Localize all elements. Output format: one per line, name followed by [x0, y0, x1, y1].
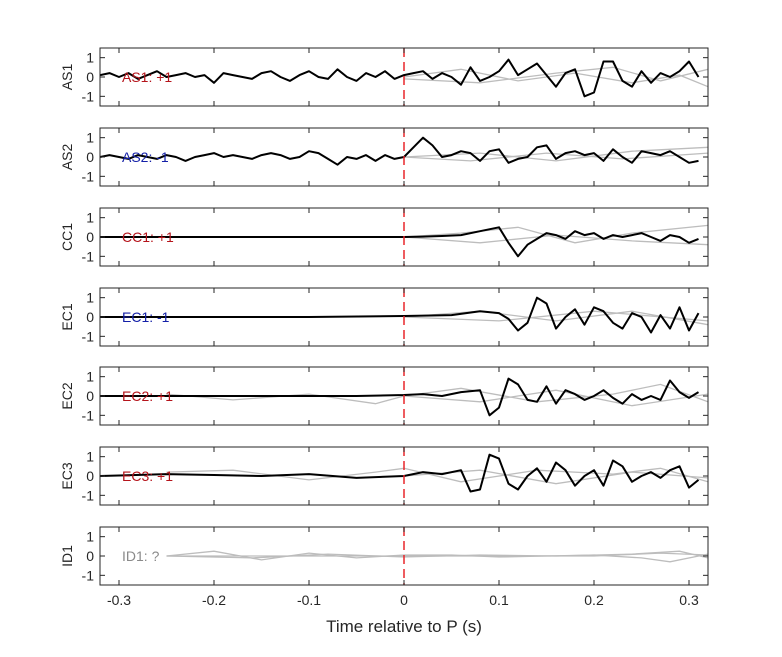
y-tick-label: 0	[86, 468, 94, 484]
y-axis-label: CC1	[59, 223, 75, 251]
y-tick-label: 1	[86, 369, 94, 385]
x-tick-label: 0.3	[679, 592, 699, 608]
x-axis-label: Time relative to P (s)	[326, 617, 482, 636]
station-trace	[100, 377, 700, 417]
y-tick-label: 1	[86, 529, 94, 545]
x-tick-label: 0	[400, 592, 408, 608]
panel-2: CC1: +1 1 0 -1 CC1	[59, 207, 709, 267]
station-polarity-label: EC3: +1	[122, 468, 173, 484]
station-trace	[100, 58, 700, 98]
background-trace	[403, 310, 708, 322]
y-axis-label: ID1	[59, 545, 75, 567]
y-tick-label: 0	[86, 69, 94, 85]
y-axis-label: AS1	[59, 64, 75, 91]
station-polarity-label: AS1: +1	[122, 69, 172, 85]
panel-3: EC1: -1 1 0 -1 EC1	[59, 287, 709, 347]
y-tick-label: -1	[82, 407, 95, 423]
y-tick-label: -1	[82, 487, 95, 503]
y-tick-label: -1	[82, 168, 95, 184]
y-axis-label: AS2	[59, 144, 75, 171]
y-tick-label: 0	[86, 388, 94, 404]
station-polarity-label: EC1: -1	[122, 309, 170, 325]
x-tick-label: -0.3	[107, 592, 131, 608]
y-tick-label: 1	[86, 210, 94, 226]
background-trace	[166, 550, 708, 563]
y-tick-label: 0	[86, 548, 94, 564]
y-tick-label: -1	[82, 248, 95, 264]
y-tick-label: -1	[82, 328, 95, 344]
station-polarity-label: ID1: ?	[122, 548, 160, 564]
background-trace	[403, 389, 708, 407]
background-trace	[403, 224, 708, 244]
y-axis-label: EC1	[59, 303, 75, 330]
panel-4: EC2: +1 1 0 -1 EC2	[59, 366, 709, 426]
y-axis-label: EC3	[59, 462, 75, 489]
y-tick-label: 0	[86, 309, 94, 325]
background-trace	[166, 383, 708, 405]
background-trace	[166, 552, 708, 557]
station-polarity-label: AS2: -1	[122, 149, 169, 165]
station-trace	[100, 136, 699, 166]
y-tick-label: -1	[82, 567, 95, 583]
background-trace	[403, 68, 708, 88]
station-trace	[100, 226, 699, 258]
background-trace	[403, 152, 708, 162]
panel-6: ID1: ? 1 0 -1 ID1	[59, 526, 709, 586]
y-tick-label: 1	[86, 50, 94, 66]
station-trace	[100, 296, 700, 334]
y-tick-label: 0	[86, 149, 94, 165]
y-tick-label: 1	[86, 130, 94, 146]
panel-0: AS1: +1 1 0 -1 AS1	[59, 47, 709, 107]
panel-5: EC3: +1 1 0 -1 EC3	[59, 446, 709, 506]
background-trace	[403, 310, 708, 326]
panel-1: AS2: -1 1 0 -1 AS2	[59, 127, 709, 187]
background-trace	[403, 66, 708, 84]
y-tick-label: 1	[86, 290, 94, 306]
x-tick-label: -0.2	[202, 592, 226, 608]
x-tick-label: 0.2	[584, 592, 604, 608]
y-tick-label: 0	[86, 229, 94, 245]
x-axis: -0.3 -0.2 -0.1 0 0.2 0.3 0.1	[107, 592, 699, 608]
station-polarity-label: CC1: +1	[122, 229, 174, 245]
y-tick-label: 1	[86, 449, 94, 465]
station-polarity-label: EC2: +1	[122, 388, 173, 404]
y-tick-label: -1	[82, 88, 95, 104]
station-trace	[100, 453, 700, 493]
x-tick-label: -0.1	[297, 592, 321, 608]
x-tick-label: 0.1	[489, 592, 509, 608]
y-axis-label: EC2	[59, 382, 75, 409]
